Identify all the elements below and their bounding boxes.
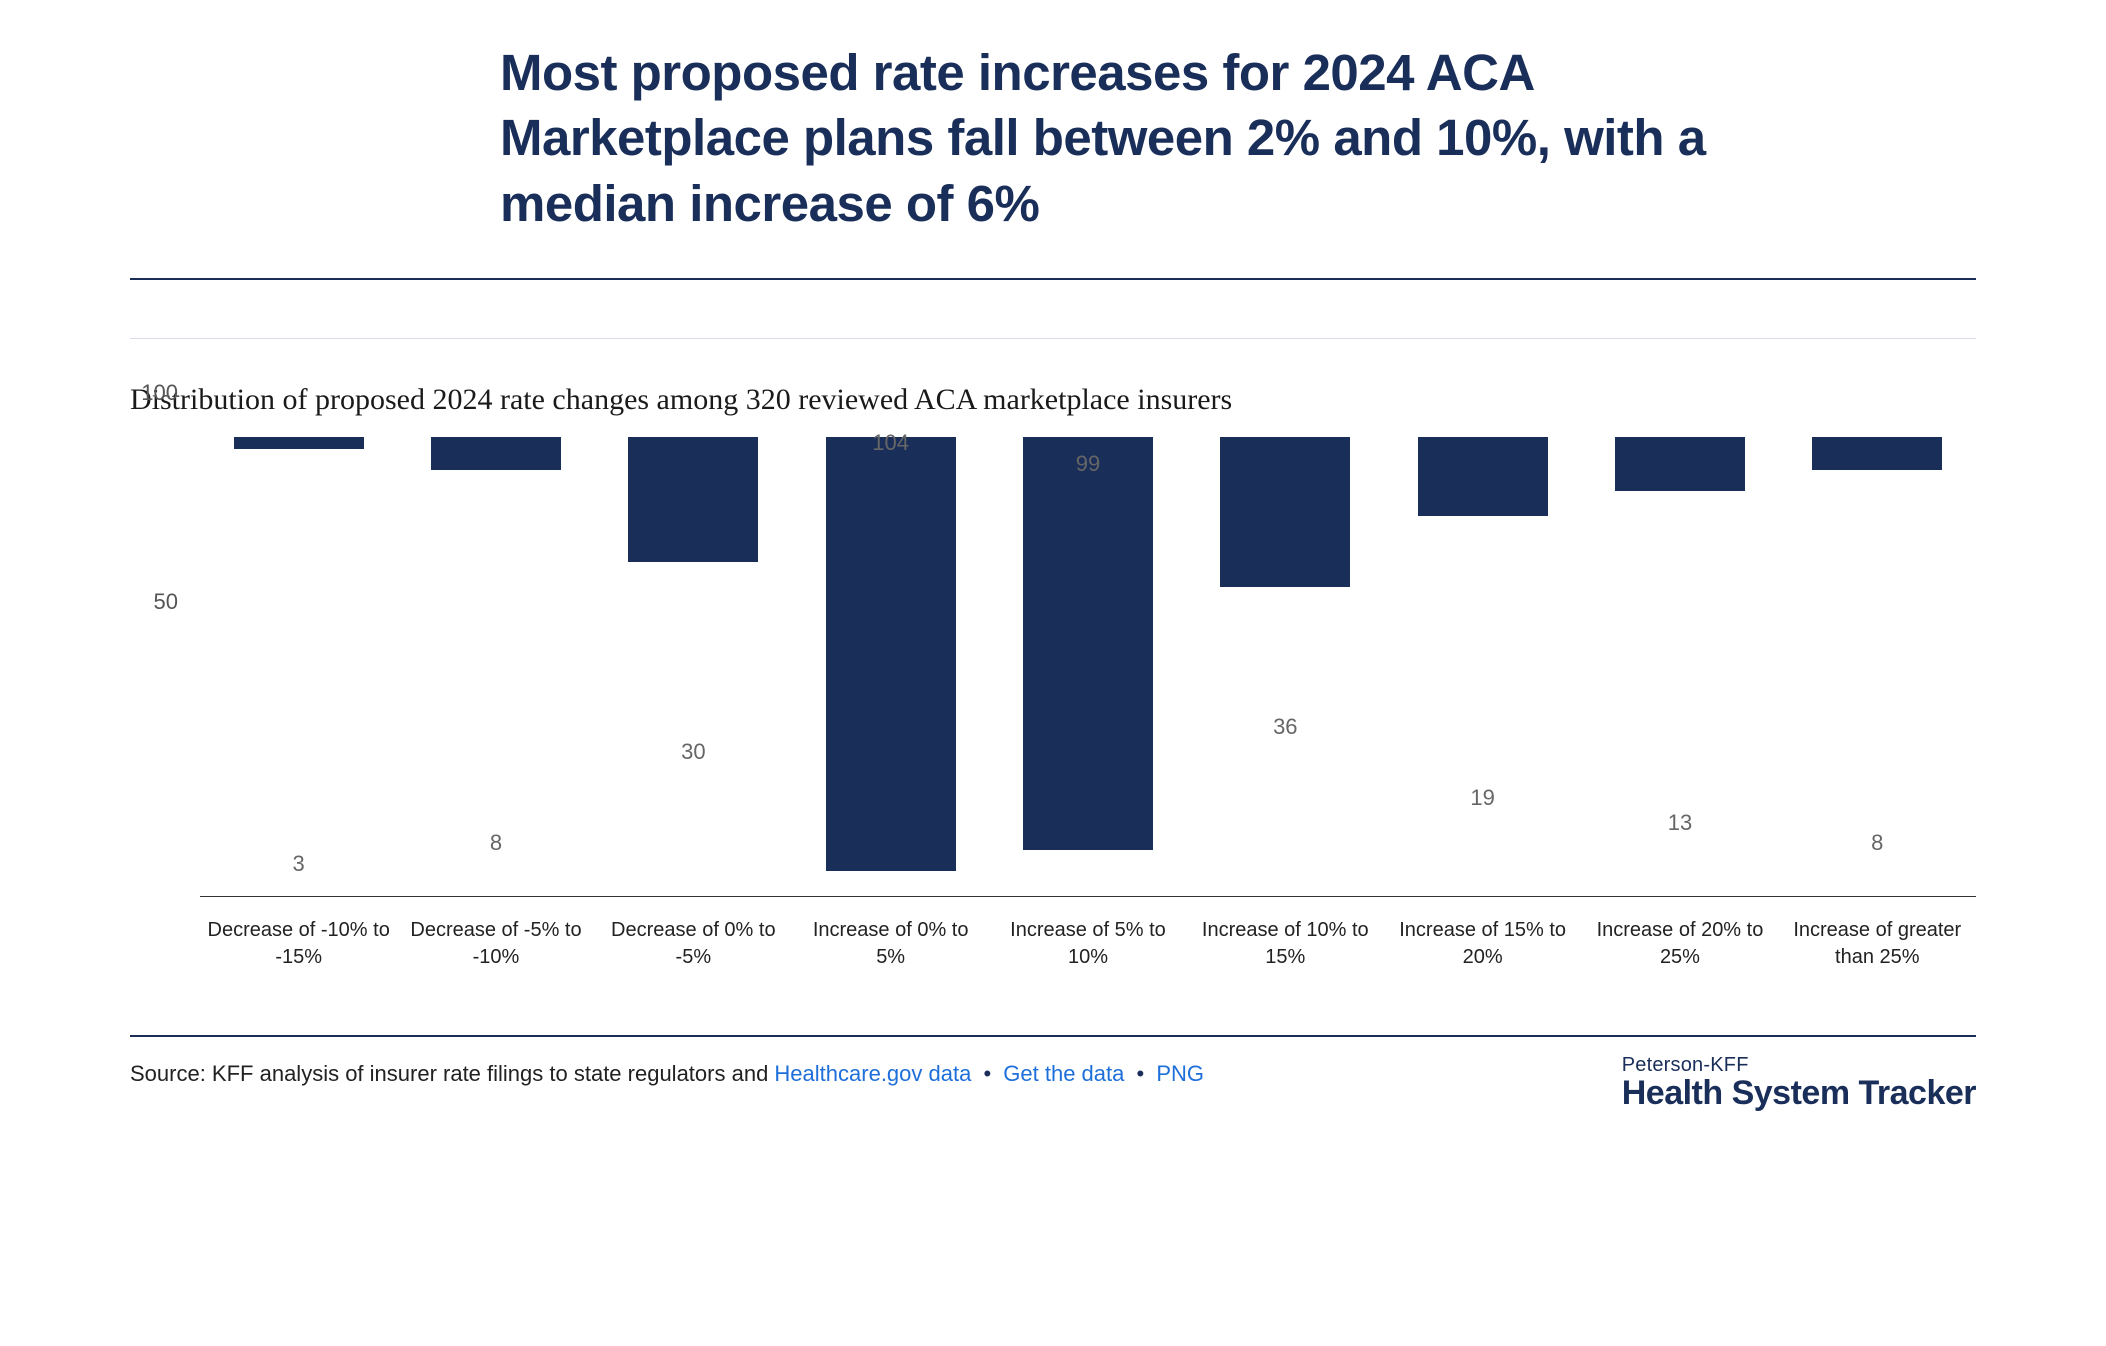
- divider-footer: [130, 1035, 1976, 1037]
- bar: [1615, 437, 1745, 491]
- x-tick-label: Increase of 5% to 10%: [989, 907, 1186, 1017]
- source-text: Source: KFF analysis of insurer rate fil…: [130, 1061, 774, 1086]
- x-tick-label: Decrease of -5% to -10%: [397, 907, 594, 1017]
- x-tick-label: Increase of 0% to 5%: [792, 907, 989, 1017]
- x-tick-label: Decrease of -10% to -15%: [200, 907, 397, 1017]
- chart-title: Most proposed rate increases for 2024 AC…: [500, 40, 1716, 236]
- bar-column: 104: [792, 437, 989, 896]
- footer: Source: KFF analysis of insurer rate fil…: [130, 1061, 1976, 1112]
- plot-region: 3830104993619138: [200, 437, 1976, 897]
- bar-value-label: 8: [1779, 830, 1976, 856]
- get-the-data-link[interactable]: Get the data: [1003, 1061, 1124, 1086]
- bar: [1220, 437, 1350, 587]
- brand-main-line: Health System Tracker: [1622, 1076, 1976, 1112]
- bar-column: 13: [1581, 437, 1778, 896]
- bar: [826, 437, 956, 871]
- x-tick-label: Increase of 20% to 25%: [1581, 907, 1778, 1017]
- bar-column: 99: [989, 437, 1186, 896]
- bar-value-label: 36: [1187, 714, 1384, 740]
- chart-container: Most proposed rate increases for 2024 AC…: [0, 0, 2106, 1346]
- y-axis: 50100: [130, 437, 190, 957]
- divider-light: [130, 338, 1976, 339]
- bar-column: 30: [595, 437, 792, 896]
- bar: [1418, 437, 1548, 516]
- bar-column: 19: [1384, 437, 1581, 896]
- separator-dot: •: [983, 1061, 991, 1086]
- bar-value-label: 99: [989, 451, 1186, 477]
- x-tick-label: Increase of greater than 25%: [1779, 907, 1976, 1017]
- y-tick-label: 50: [154, 589, 178, 615]
- x-tick-label: Decrease of 0% to -5%: [595, 907, 792, 1017]
- bar-value-label: 19: [1384, 785, 1581, 811]
- y-tick-label: 100: [141, 380, 178, 406]
- bar-value-label: 8: [397, 830, 594, 856]
- bar-value-label: 3: [200, 851, 397, 877]
- bar-value-label: 104: [792, 430, 989, 456]
- bar-value-label: 13: [1581, 810, 1778, 836]
- bar: [1023, 437, 1153, 850]
- x-tick-label: Increase of 15% to 20%: [1384, 907, 1581, 1017]
- bar: [234, 437, 364, 450]
- x-axis-labels: Decrease of -10% to -15%Decrease of -5% …: [200, 907, 1976, 1017]
- bar: [431, 437, 561, 470]
- x-tick-label: Increase of 10% to 15%: [1187, 907, 1384, 1017]
- chart-subtitle: Distribution of proposed 2024 rate chang…: [130, 383, 1976, 417]
- bar-column: 3: [200, 437, 397, 896]
- bars-group: 3830104993619138: [200, 437, 1976, 896]
- title-block: Most proposed rate increases for 2024 AC…: [500, 40, 1716, 236]
- source-line: Source: KFF analysis of insurer rate fil…: [130, 1061, 1204, 1087]
- png-link[interactable]: PNG: [1156, 1061, 1204, 1086]
- bar: [1812, 437, 1942, 470]
- source-link-data[interactable]: Healthcare.gov data: [774, 1061, 971, 1086]
- divider-strong: [130, 278, 1976, 280]
- separator-dot: •: [1137, 1061, 1145, 1086]
- brand-logo: Peterson-KFF Health System Tracker: [1622, 1055, 1976, 1112]
- chart-plot-area: 50100 3830104993619138 Decrease of -10% …: [130, 437, 1976, 1017]
- bar-column: 36: [1187, 437, 1384, 896]
- brand-top-line: Peterson-KFF: [1622, 1055, 1976, 1076]
- bar: [628, 437, 758, 562]
- bar-value-label: 30: [595, 739, 792, 765]
- bar-column: 8: [397, 437, 594, 896]
- bar-column: 8: [1779, 437, 1976, 896]
